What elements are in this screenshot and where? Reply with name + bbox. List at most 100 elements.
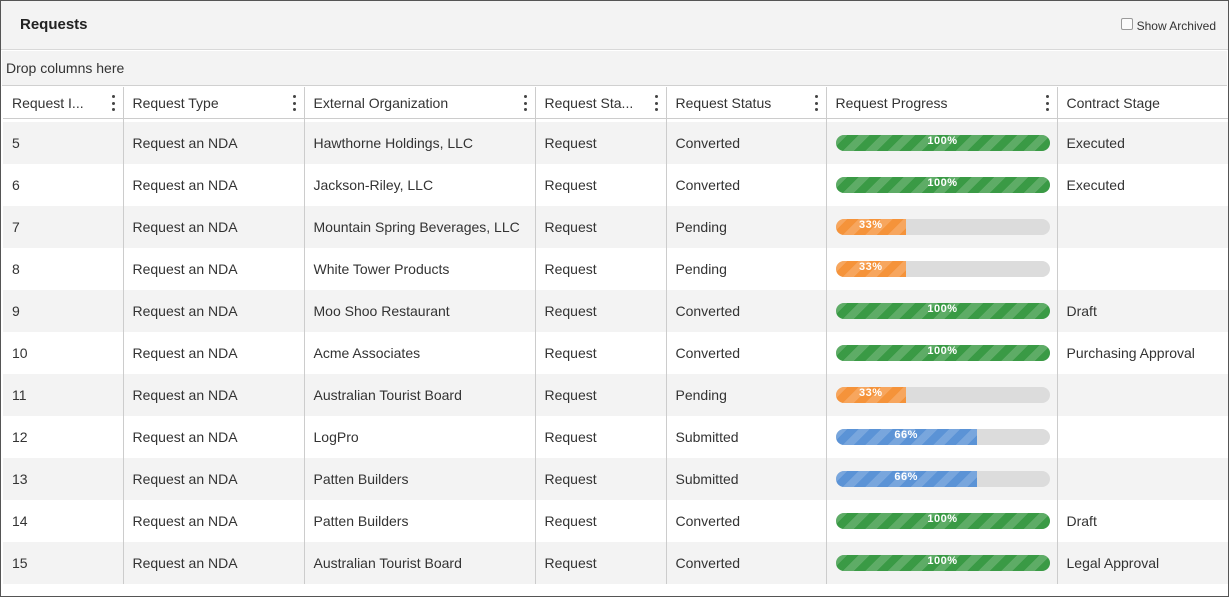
column-header-label: Request Sta...: [544, 94, 634, 111]
cell-request-type: Request an NDA: [123, 206, 305, 248]
grid-spacer: [3, 118, 1228, 122]
cell-contract-stage: [1057, 416, 1228, 458]
cell-request-type: Request an NDA: [123, 500, 305, 542]
progress-fill: [835, 261, 907, 277]
cell-request-id: 14: [3, 500, 124, 542]
cell-request-stage: Request: [535, 290, 667, 332]
table-row[interactable]: 13 Request an NDA Patten Builders Request Su…: [3, 458, 1228, 500]
progress-bar: 33%: [835, 219, 1050, 235]
column-header-request-type[interactable]: Request Type: [123, 87, 305, 119]
progress-bar: 100%: [835, 177, 1050, 193]
group-drop-zone[interactable]: Drop columns here: [2, 51, 1227, 86]
column-header-request-id[interactable]: Request I...: [3, 87, 124, 119]
progress-bar: 100%: [835, 513, 1050, 529]
progress-label: 33%: [859, 387, 883, 399]
cell-request-status: Converted: [666, 500, 827, 542]
table-row[interactable]: 8 Request an NDA White Tower Products Reque…: [3, 248, 1228, 290]
cell-request-progress: 100%: [826, 332, 1058, 374]
requests-grid: Request I... Request Type External Organ…: [3, 87, 1228, 584]
show-archived-label: Show Archived: [1136, 19, 1216, 33]
column-menu-icon[interactable]: [292, 95, 298, 111]
column-header-external-organization[interactable]: External Organization: [304, 87, 536, 119]
cell-request-progress: 100%: [826, 164, 1058, 206]
column-menu-icon[interactable]: [523, 95, 529, 111]
panel-header: Requests Show Archived: [1, 1, 1228, 50]
cell-request-status: Converted: [666, 542, 827, 584]
table-row[interactable]: 15 Request an NDA Australian Tourist Board…: [3, 542, 1228, 584]
cell-request-status: Pending: [666, 374, 827, 416]
progress-bar: 66%: [835, 429, 1050, 445]
cell-external-organization: Patten Builders: [304, 458, 536, 500]
progress-bar: 100%: [835, 555, 1050, 571]
cell-request-id: 13: [3, 458, 124, 500]
cell-request-stage: Request: [535, 248, 667, 290]
grid-header-row: Request I... Request Type External Organ…: [3, 87, 1228, 119]
cell-request-status: Converted: [666, 122, 827, 164]
column-menu-icon[interactable]: [814, 95, 820, 111]
column-header-label: Request I...: [12, 94, 84, 111]
cell-contract-stage: [1057, 206, 1228, 248]
cell-request-progress: 33%: [826, 248, 1058, 290]
cell-request-status: Converted: [666, 164, 827, 206]
column-header-label: Request Type: [132, 94, 219, 111]
column-header-request-status[interactable]: Request Status: [666, 87, 827, 119]
cell-contract-stage: [1057, 458, 1228, 500]
cell-request-type: Request an NDA: [123, 374, 305, 416]
table-row[interactable]: 12 Request an NDA LogPro Request Submitted 66…: [3, 416, 1228, 458]
progress-bar: 33%: [835, 261, 1050, 277]
progress-bar: 100%: [835, 303, 1050, 319]
column-menu-icon[interactable]: [654, 95, 660, 111]
cell-contract-stage: Legal Approval: [1057, 542, 1228, 584]
column-header-request-progress[interactable]: Request Progress: [826, 87, 1058, 119]
progress-fill: [835, 555, 1050, 571]
table-row[interactable]: 14 Request an NDA Patten Builders Request Co…: [3, 500, 1228, 542]
column-header-request-stage[interactable]: Request Sta...: [535, 87, 667, 119]
table-row[interactable]: 5 Request an NDA Hawthorne Holdings, LLC Re…: [3, 122, 1228, 164]
column-header-label: Contract Stage: [1066, 94, 1160, 111]
column-menu-icon[interactable]: [1045, 95, 1051, 111]
cell-contract-stage: [1057, 248, 1228, 290]
cell-request-type: Request an NDA: [123, 416, 305, 458]
progress-fill: [835, 177, 1050, 193]
column-header-contract-stage[interactable]: Contract Stage: [1057, 87, 1228, 119]
cell-request-stage: Request: [535, 542, 667, 584]
cell-external-organization: Australian Tourist Board: [304, 374, 536, 416]
progress-fill: [835, 387, 907, 403]
table-row[interactable]: 9 Request an NDA Moo Shoo Restaurant Reques…: [3, 290, 1228, 332]
show-archived-checkbox[interactable]: [1120, 18, 1133, 30]
cell-contract-stage: Draft: [1057, 290, 1228, 332]
cell-request-status: Converted: [666, 332, 827, 374]
cell-contract-stage: Executed: [1057, 122, 1228, 164]
table-row[interactable]: 7 Request an NDA Mountain Spring Beverages…: [3, 206, 1228, 248]
progress-label: 66%: [894, 429, 918, 441]
cell-external-organization: Hawthorne Holdings, LLC: [304, 122, 536, 164]
cell-external-organization: White Tower Products: [304, 248, 536, 290]
progress-fill: [835, 471, 977, 487]
progress-bar: 33%: [835, 387, 1050, 403]
cell-request-stage: Request: [535, 164, 667, 206]
progress-label: 33%: [859, 261, 883, 273]
cell-request-progress: 66%: [826, 458, 1058, 500]
table-row[interactable]: 6 Request an NDA Jackson-Riley, LLC Request…: [3, 164, 1228, 206]
cell-request-id: 12: [3, 416, 124, 458]
progress-label: 100%: [927, 177, 958, 189]
table-row[interactable]: 10 Request an NDA Acme Associates Request Co…: [3, 332, 1228, 374]
cell-external-organization: Acme Associates: [304, 332, 536, 374]
progress-bar: 66%: [835, 471, 1050, 487]
cell-request-progress: 66%: [826, 416, 1058, 458]
cell-request-progress: 33%: [826, 374, 1058, 416]
progress-label: 100%: [927, 303, 958, 315]
progress-fill: [835, 345, 1050, 361]
cell-request-status: Pending: [666, 248, 827, 290]
column-menu-icon[interactable]: [111, 95, 117, 111]
cell-contract-stage: Executed: [1057, 164, 1228, 206]
progress-label: 100%: [927, 513, 958, 525]
table-row[interactable]: 11 Request an NDA Australian Tourist Board…: [3, 374, 1228, 416]
show-archived-toggle[interactable]: Show Archived: [1120, 18, 1216, 33]
column-header-label: Request Progress: [835, 94, 948, 111]
cell-contract-stage: Draft: [1057, 500, 1228, 542]
progress-bar: 100%: [835, 135, 1050, 151]
progress-fill: [835, 303, 1050, 319]
cell-external-organization: Jackson-Riley, LLC: [304, 164, 536, 206]
